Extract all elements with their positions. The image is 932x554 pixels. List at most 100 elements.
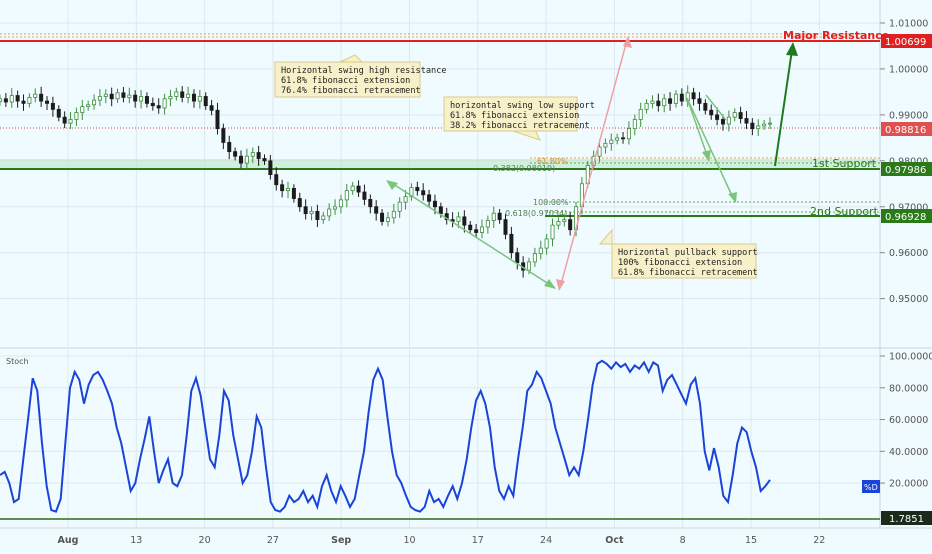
price-tick-label: 0.98000 — [889, 156, 928, 167]
major-resistance-label: Major Resistance — [783, 29, 889, 42]
current-price-tag — [881, 122, 932, 136]
annotation-card-3 — [611, 243, 757, 279]
candle-body — [221, 128, 226, 143]
pullback-arrowhead-2 — [728, 192, 737, 203]
candle-body — [250, 152, 255, 157]
price-tick-label: 0.97000 — [889, 202, 928, 213]
candle-body — [726, 116, 731, 125]
time-tick-label: Sep — [331, 535, 351, 546]
stoch-last-value-tag — [881, 511, 932, 525]
candle-body — [327, 208, 332, 217]
candle-body — [80, 106, 85, 113]
annotation-3-line-2: 100% fibonacci extension — [618, 258, 742, 268]
time-tick-label: 10 — [403, 535, 415, 546]
candle-body — [397, 201, 402, 212]
candle-body — [156, 105, 161, 109]
candle-body — [380, 212, 385, 222]
candle-body — [168, 96, 173, 100]
stoch-tick-label: 100.0000 — [889, 352, 932, 363]
candle-body — [550, 224, 555, 240]
time-tick-label: Aug — [58, 535, 79, 546]
candle-body — [174, 91, 179, 97]
candle-body — [456, 216, 461, 222]
pullback-arrow-1 — [686, 97, 709, 159]
annotation-box-2: horizontal swing low support 61.8% fibon… — [443, 96, 595, 141]
candle-body — [74, 112, 79, 120]
candle-body — [673, 93, 678, 104]
candle-body — [515, 252, 520, 264]
candle-body — [650, 100, 655, 104]
candle-body — [768, 122, 773, 125]
candle-body — [56, 108, 61, 118]
candle-body — [479, 226, 484, 233]
stoch-axis-ticks: 100.0000 80.0000 60.0000 40.0000 20.0000 — [880, 352, 932, 490]
candle-body — [215, 109, 220, 130]
candle-body — [732, 112, 737, 118]
pink-arrowhead-bottom — [556, 279, 565, 291]
time-axis-ticks: Aug 13 20 27 Sep 10 17 24 Oct 8 15 22 — [58, 535, 826, 546]
annotation-1-line-2: 61.8% fibonacci extension — [281, 76, 410, 86]
pullback-arrow-3 — [705, 94, 727, 121]
candle-body — [691, 92, 696, 100]
candle-body — [497, 212, 502, 221]
candle-body — [344, 190, 349, 201]
candle-body — [632, 119, 637, 130]
pink-projection-arrow — [559, 39, 628, 289]
candle-body — [368, 199, 373, 208]
time-tick-label: 13 — [130, 535, 142, 546]
candle-body — [274, 174, 279, 186]
time-tick-label: 8 — [680, 535, 686, 546]
candle-body — [27, 97, 32, 104]
candle-body — [109, 93, 114, 100]
candle-body — [462, 216, 467, 226]
time-tick-label: 22 — [813, 535, 825, 546]
annotation-3-line-1: Horizontal pullback support — [618, 248, 758, 258]
support-zone-band — [0, 159, 880, 169]
candle-body — [256, 152, 261, 159]
first-support-price-text: 0.97986 — [885, 165, 926, 176]
candle-body — [568, 219, 573, 231]
candle-body — [679, 93, 684, 102]
candle-body — [503, 219, 508, 235]
candle-body — [615, 137, 620, 141]
candle-body — [0, 98, 3, 102]
candle-body — [321, 215, 326, 221]
stoch-legend-tag — [862, 480, 880, 493]
candle-body — [197, 96, 202, 102]
candle-body — [391, 210, 396, 219]
price-tick-label: 0.96000 — [889, 248, 928, 259]
candle-body — [538, 247, 543, 255]
resistance-price-text: 1.00699 — [885, 37, 926, 48]
candle-body — [280, 184, 285, 192]
candle-body — [186, 93, 191, 98]
candle-body — [720, 119, 725, 125]
candle-body — [203, 96, 208, 107]
annotation-2-line-3: 38.2% fibonacci retracement — [450, 121, 590, 131]
candle-body — [544, 238, 549, 249]
candle-body — [715, 114, 720, 120]
candle-body — [121, 92, 126, 98]
candle-body — [509, 233, 514, 254]
price-axis-level-tags: 1.00699 0.98816 0.97986 0.96928 — [881, 34, 932, 223]
annotation-1-line-3: 76.4% fibonacci retracement — [281, 86, 421, 96]
candle-body — [356, 185, 361, 193]
candle-body — [39, 93, 44, 102]
annotation-card-2 — [443, 96, 578, 132]
price-tick-label: 0.95000 — [889, 294, 928, 305]
candle-body — [662, 98, 667, 107]
price-gridlines — [0, 0, 880, 348]
candle-body — [738, 112, 743, 119]
time-tick-label: 20 — [199, 535, 211, 546]
price-axis-ticks: 1.01000 1.00000 0.99000 0.98000 0.97000 0.960… — [880, 18, 928, 305]
candle-body — [556, 221, 561, 226]
candle-body — [68, 119, 73, 124]
candle-body — [86, 104, 91, 107]
candle-body — [362, 191, 367, 200]
resistance-price-tag — [881, 34, 932, 48]
candle-body — [50, 102, 55, 110]
candle-body — [209, 105, 214, 111]
annotation-pointer-3 — [598, 228, 613, 245]
candle-body — [315, 210, 320, 221]
candle-body — [756, 125, 761, 130]
candle-body — [697, 98, 702, 104]
